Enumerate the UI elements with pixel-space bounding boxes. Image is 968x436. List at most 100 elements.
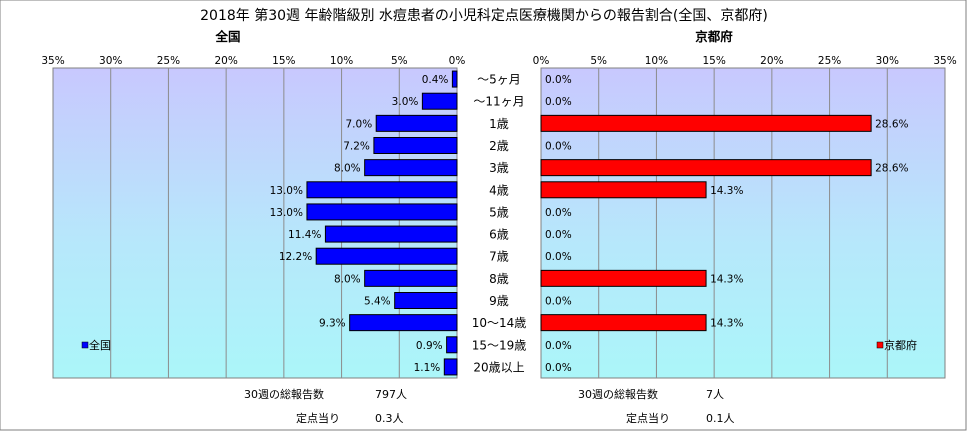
category-label: 4歳 xyxy=(489,183,509,197)
national-x-tick-label: 5% xyxy=(391,55,408,67)
national-value-label: 0.4% xyxy=(422,74,449,86)
national-legend: 全国 xyxy=(81,338,111,352)
kyoto-bar xyxy=(540,114,872,132)
kyoto-bar xyxy=(540,269,707,287)
national-value-label: 7.0% xyxy=(346,118,373,130)
national-x-tick-label: 30% xyxy=(99,55,122,67)
kyoto-subtitle: 京都府 xyxy=(695,29,733,44)
national-total-value: 797人 xyxy=(375,388,407,401)
national-legend-swatch xyxy=(81,341,89,349)
national-value-label: 8.0% xyxy=(334,273,361,285)
national-bar xyxy=(306,203,458,221)
national-value-label: 5.4% xyxy=(364,296,391,308)
kyoto-value-label: 0.0% xyxy=(545,340,572,352)
kyoto-value-label: 28.6% xyxy=(875,163,908,175)
kyoto-legend-label: 京都府 xyxy=(884,338,917,352)
national-bar xyxy=(306,181,458,199)
national-value-label: 3.0% xyxy=(392,96,419,108)
kyoto-x-tick-label: 5% xyxy=(590,55,607,67)
national-bar xyxy=(315,247,458,265)
national-bar xyxy=(373,137,458,154)
national-value-label: 1.1% xyxy=(414,362,441,374)
kyoto-value-label: 28.6% xyxy=(875,118,908,130)
category-labels: 〜5ヶ月〜11ヶ月 1歳 2歳 3歳 4歳 5歳 6歳 7歳 8歳 9歳 10〜14歳 15〜19歳 2… xyxy=(472,73,527,375)
national-x-tick-label: 0% xyxy=(449,55,466,67)
national-x-tick-label: 25% xyxy=(157,55,180,67)
national-value-label: 12.2% xyxy=(279,251,312,263)
category-label: 〜5ヶ月 xyxy=(477,73,521,87)
kyoto-legend: 京都府 xyxy=(876,338,917,352)
national-x-tick-label: 35% xyxy=(41,55,64,67)
national-bar xyxy=(364,269,458,287)
kyoto-value-label: 0.0% xyxy=(545,251,572,263)
category-label: 15〜19歳 xyxy=(472,338,527,352)
national-subtitle: 全国 xyxy=(214,29,240,44)
kyoto-total-label: 30週の総報告数 xyxy=(578,387,658,401)
category-label: 〜11ヶ月 xyxy=(473,95,524,109)
national-bar xyxy=(446,336,458,354)
bars xyxy=(306,70,872,376)
national-bar xyxy=(451,70,458,88)
kyoto-value-label: 0.0% xyxy=(545,296,572,308)
value-labels: 0.4%3.0% 7.0% 7.2% 8.0% 13.0% 13.0% 11.4% 12.2%… xyxy=(270,74,909,374)
kyoto-value-label: 0.0% xyxy=(545,207,572,219)
national-bar xyxy=(394,292,458,309)
kyoto-bar xyxy=(540,159,872,177)
national-value-label: 8.0% xyxy=(334,163,361,175)
kyoto-x-tick-label: 10% xyxy=(645,55,668,67)
kyoto-x-tick-label: 0% xyxy=(533,55,550,67)
kyoto-legend-swatch xyxy=(876,341,884,349)
national-value-label: 11.4% xyxy=(288,229,321,241)
chart-title: 2018年 第30週 年齢階級別 水痘患者の小児科定点医療機関からの報告割合(全… xyxy=(200,7,768,24)
category-label: 3歳 xyxy=(489,161,509,175)
national-value-label: 13.0% xyxy=(270,207,303,219)
kyoto-x-tick-label: 30% xyxy=(876,55,899,67)
category-label: 1歳 xyxy=(489,117,509,131)
national-legend-label: 全国 xyxy=(89,338,111,352)
national-bar xyxy=(324,225,458,243)
national-bar xyxy=(349,314,458,332)
national-x-tick-label: 20% xyxy=(214,55,237,67)
kyoto-bar xyxy=(540,314,707,332)
kyoto-value-label: 0.0% xyxy=(545,96,572,108)
kyoto-total-value: 7人 xyxy=(706,388,724,401)
national-per-label: 定点当り xyxy=(296,411,340,425)
kyoto-plot-area xyxy=(540,67,946,379)
x-tick-labels: 0% 5% 10% 15% 20% 25% 30% 35% 0% 5% 10% 15% 20% 25% 30… xyxy=(41,55,956,67)
category-label: 6歳 xyxy=(489,228,509,242)
national-per-value: 0.3人 xyxy=(375,412,404,425)
category-label: 10〜14歳 xyxy=(472,316,527,330)
kyoto-value-label: 0.0% xyxy=(545,229,572,241)
national-value-label: 7.2% xyxy=(343,141,370,153)
kyoto-x-tick-label: 25% xyxy=(818,55,841,67)
kyoto-per-label: 定点当り xyxy=(626,411,670,425)
category-label: 8歳 xyxy=(489,272,509,286)
category-label: 2歳 xyxy=(489,139,509,153)
kyoto-x-tick-label: 20% xyxy=(760,55,783,67)
kyoto-value-label: 0.0% xyxy=(545,141,572,153)
national-value-label: 0.9% xyxy=(416,340,443,352)
kyoto-bar xyxy=(540,181,707,199)
kyoto-value-label: 0.0% xyxy=(545,74,572,86)
kyoto-x-tick-label: 15% xyxy=(702,55,725,67)
kyoto-value-label: 14.3% xyxy=(710,318,743,330)
kyoto-value-label: 14.3% xyxy=(710,185,743,197)
category-label: 9歳 xyxy=(489,294,509,308)
kyoto-x-tick-label: 35% xyxy=(933,55,956,67)
national-bar xyxy=(421,92,458,110)
national-bar xyxy=(443,358,458,376)
kyoto-per-value: 0.1人 xyxy=(706,412,735,425)
category-label: 7歳 xyxy=(489,250,509,264)
national-bar xyxy=(364,159,458,177)
category-label: 5歳 xyxy=(489,205,509,219)
kyoto-value-label: 0.0% xyxy=(545,362,572,374)
national-plot-area xyxy=(52,67,458,379)
national-x-tick-label: 10% xyxy=(330,55,353,67)
national-value-label: 13.0% xyxy=(270,185,303,197)
national-x-tick-label: 15% xyxy=(272,55,295,67)
category-label: 20歳以上 xyxy=(473,360,524,374)
national-value-label: 9.3% xyxy=(319,318,346,330)
national-bar xyxy=(375,114,458,132)
